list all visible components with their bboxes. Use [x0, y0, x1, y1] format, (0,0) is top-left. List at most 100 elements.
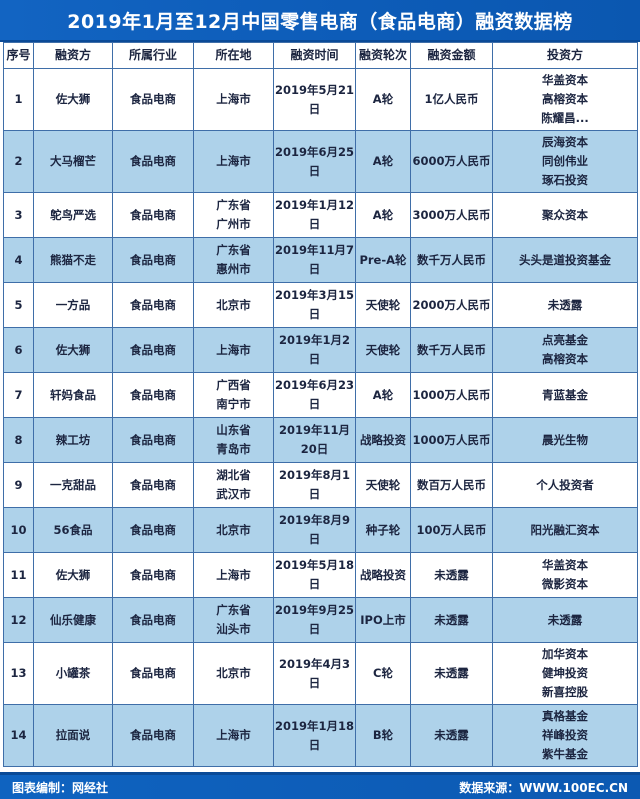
- cell-amount: 1000万人民币: [410, 417, 493, 463]
- cell-date: 2019年5月21日: [273, 68, 356, 131]
- cell-location: 上海市: [193, 68, 274, 131]
- cell-date: 2019年11月7日: [273, 237, 356, 283]
- investors-line: 琢石投资: [542, 173, 588, 187]
- table-row: 2 大马榴芒 食品电商 上海市 2019年6月25日 A轮 6000万人民币 辰海资本 同创伟业…: [3, 130, 638, 193]
- cell-investors: 阳光融汇资本: [492, 507, 638, 553]
- table-row: 8 辣工坊 食品电商 山东省 青岛市 2019年11月20日 战略投资 1000万人民币 晨光生…: [3, 417, 638, 463]
- cell-date: 2019年8月1日: [273, 462, 356, 508]
- cell-investors: 聚众资本: [492, 192, 638, 238]
- cell-investors: 辰海资本同创伟业琢石投资: [492, 130, 638, 193]
- footer-source: 数据来源：WWW.100EC.CN: [459, 780, 628, 795]
- investors-line: 头头是道投资基金: [519, 252, 611, 267]
- table-row: 10 56食品 食品电商 北京市 2019年8月9日 种子轮 100万人民币 阳光融汇资本: [3, 507, 638, 553]
- cell-investors: 真格基金 祥峰投资 紫牛基金: [492, 704, 638, 767]
- table-row: 4 熊猫不走 食品电商 广东省 惠州市 2019年11月7日 Pre-A轮 数千万人民币 头头是…: [3, 237, 638, 283]
- cell-company: 鸵鸟严选: [33, 192, 113, 238]
- cell-round: A轮: [355, 192, 411, 238]
- cell-no: 11: [3, 552, 34, 598]
- cell-location: 上海市: [193, 327, 274, 373]
- funding-table: 序号 融资方 所属行业 所在地 融资时间 融资轮次 融资金额 投资方 1 佐大狮 食品电商 上海市 2…: [3, 42, 638, 767]
- cell-date: 2019年9月25日: [273, 597, 356, 643]
- cell-company: 辣工坊: [33, 417, 113, 463]
- cell-round: 天使轮: [355, 327, 411, 373]
- table-body: 1 佐大狮 食品电商 上海市 2019年5月21日 A轮 1亿人民币 华盖资本 高榕资本 陈耀昌.…: [3, 68, 638, 767]
- cell-industry: 食品电商: [112, 704, 194, 767]
- cell-no: 14: [3, 704, 34, 767]
- cell-investors: 华盖资本 微影资本: [492, 552, 638, 598]
- table-row: 12 仙乐健康 食品电商 广东省 汕头市 2019年9月25日 IPO上市 未透露 未透露: [3, 597, 638, 643]
- cell-investors: 点亮基金 高榕资本: [492, 327, 638, 373]
- location-line: 北京市: [216, 522, 251, 537]
- location-line: 广州市: [216, 217, 251, 231]
- cell-round: A轮: [355, 68, 411, 131]
- cell-no: 5: [3, 282, 34, 328]
- cell-no: 7: [3, 372, 34, 418]
- cell-industry: 食品电商: [112, 237, 194, 283]
- investors-line: 聚众资本: [542, 207, 588, 222]
- cell-date: 2019年11月20日: [273, 417, 356, 463]
- funding-table-container: 序号 融资方 所属行业 所在地 融资时间 融资轮次 融资金额 投资方 1 佐大狮 食品电商 上海市 2…: [0, 42, 640, 767]
- cell-location: 湖北省 武汉市: [193, 462, 274, 508]
- cell-location: 广东省 汕头市: [193, 597, 274, 643]
- investors-line: 辰海资本: [542, 135, 588, 149]
- cell-industry: 食品电商: [112, 552, 194, 598]
- cell-company: 拉面说: [33, 704, 113, 767]
- investors-line: 健坤投资: [542, 666, 588, 680]
- location-line: 武汉市: [216, 487, 251, 501]
- investors-line: 加华资本: [542, 647, 588, 661]
- investors-line: 华盖资本: [542, 73, 588, 87]
- table-row: 14 拉面说 食品电商 上海市 2019年1月18日 B轮 未透露 真格基金 祥峰投资 紫牛基金: [3, 704, 638, 767]
- investors-line: 个人投资者: [536, 477, 594, 492]
- cell-amount: 1000万人民币: [410, 372, 493, 418]
- cell-industry: 食品电商: [112, 327, 194, 373]
- investors-line: 紫牛基金: [542, 747, 588, 761]
- cell-amount: 3000万人民币: [410, 192, 493, 238]
- location-line: 上海市: [216, 92, 251, 106]
- investors-line: 未透露: [547, 297, 583, 312]
- cell-investors: 华盖资本 高榕资本 陈耀昌...: [492, 68, 638, 131]
- cell-date: 2019年6月23日: [273, 372, 356, 418]
- column-header: 所在地: [193, 42, 274, 69]
- cell-round: 战略投资: [355, 417, 411, 463]
- investors-line: 高榕资本: [542, 352, 588, 366]
- location-line: 上海市: [216, 728, 251, 742]
- location-line: 惠州市: [216, 262, 251, 276]
- cell-amount: 未透露: [410, 642, 493, 705]
- cell-location: 北京市: [193, 642, 274, 705]
- cell-location: 上海市: [193, 130, 274, 193]
- cell-date: 2019年1月2日: [273, 327, 356, 373]
- location-line: 山东省: [216, 423, 251, 437]
- cell-industry: 食品电商: [112, 507, 194, 553]
- investors-line: 同创伟业: [542, 154, 588, 168]
- cell-round: IPO上市: [355, 597, 411, 643]
- investors-line: 真格基金: [542, 709, 588, 723]
- cell-round: B轮: [355, 704, 411, 767]
- cell-no: 9: [3, 462, 34, 508]
- cell-company: 大马榴芒: [33, 130, 113, 193]
- cell-investors: 未透露: [492, 282, 638, 328]
- cell-date: 2019年4月3日: [273, 642, 356, 705]
- cell-round: Pre-A轮: [355, 237, 411, 283]
- column-header: 融资时间: [273, 42, 356, 69]
- table-header: 序号 融资方 所属行业 所在地 融资时间 融资轮次 融资金额 投资方: [3, 42, 638, 69]
- cell-investors: 晨光生物: [492, 417, 638, 463]
- cell-round: 天使轮: [355, 282, 411, 328]
- cell-location: 上海市: [193, 552, 274, 598]
- column-header: 所属行业: [112, 42, 194, 69]
- cell-amount: 数千万人民币: [410, 327, 493, 373]
- column-header: 融资轮次: [355, 42, 411, 69]
- cell-amount: 1亿人民币: [410, 68, 493, 131]
- cell-industry: 食品电商: [112, 282, 194, 328]
- cell-company: 轩妈食品: [33, 372, 113, 418]
- cell-date: 2019年1月18日: [273, 704, 356, 767]
- cell-round: 天使轮: [355, 462, 411, 508]
- cell-industry: 食品电商: [112, 642, 194, 705]
- column-header: 融资方: [33, 42, 113, 69]
- cell-investors: 青蓝基金: [492, 372, 638, 418]
- cell-no: 6: [3, 327, 34, 373]
- investors-line: 晨光生物: [542, 432, 588, 447]
- cell-amount: 未透露: [410, 597, 493, 643]
- cell-no: 2: [3, 130, 34, 193]
- cell-no: 10: [3, 507, 34, 553]
- investors-line: 陈耀昌...: [541, 111, 589, 125]
